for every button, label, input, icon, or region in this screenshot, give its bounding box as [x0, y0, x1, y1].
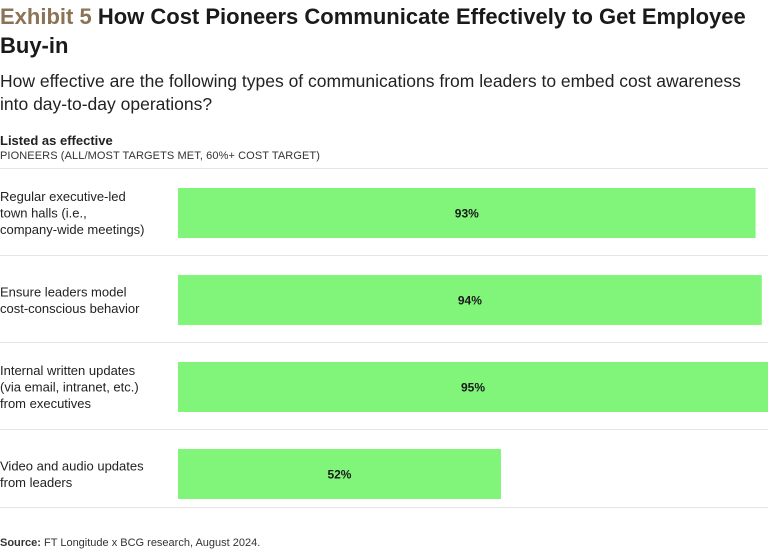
chart-subtitle: How effective are the following types of…	[0, 71, 741, 114]
legend-series-name: PIONEERS (ALL/MOST TARGETS MET, 60%+ COS…	[0, 150, 321, 162]
exhibit-number: Exhibit 5	[0, 4, 92, 29]
category-label: Regular executive-led	[0, 189, 126, 204]
category-label: Ensure leaders model	[0, 284, 127, 299]
category-label: town halls (i.e.,	[0, 206, 87, 221]
category-label: company-wide meetings)	[0, 222, 145, 237]
source-prefix: Source:	[0, 537, 41, 549]
chart-title: Exhibit 5 How Cost Pioneers Communicate …	[0, 2, 760, 60]
bar	[178, 275, 762, 325]
value-label: 52%	[327, 468, 351, 482]
bar	[178, 362, 768, 412]
category-label: from executives	[0, 396, 92, 411]
title-text: How Cost Pioneers Communicate Effectivel…	[0, 4, 746, 58]
category-label: Internal written updates	[0, 363, 136, 378]
category-label: (via email, intranet, etc.)	[0, 380, 139, 395]
category-label: cost-conscious behavior	[0, 301, 140, 316]
category-label: Video and audio updates	[0, 458, 144, 473]
bar-chart: 93% Regular executive-led town halls (i.e.…	[0, 168, 768, 508]
value-label: 94%	[458, 294, 482, 308]
bar	[178, 188, 756, 238]
bar	[178, 449, 501, 499]
source-note: Source: FT Longitude x BCG research, Aug…	[0, 537, 260, 549]
value-label: 95%	[461, 381, 485, 395]
source-text: FT Longitude x BCG research, August 2024…	[44, 537, 261, 549]
category-label: from leaders	[0, 475, 73, 490]
value-label: 93%	[455, 207, 479, 221]
legend-label: Listed as effective	[0, 133, 113, 148]
